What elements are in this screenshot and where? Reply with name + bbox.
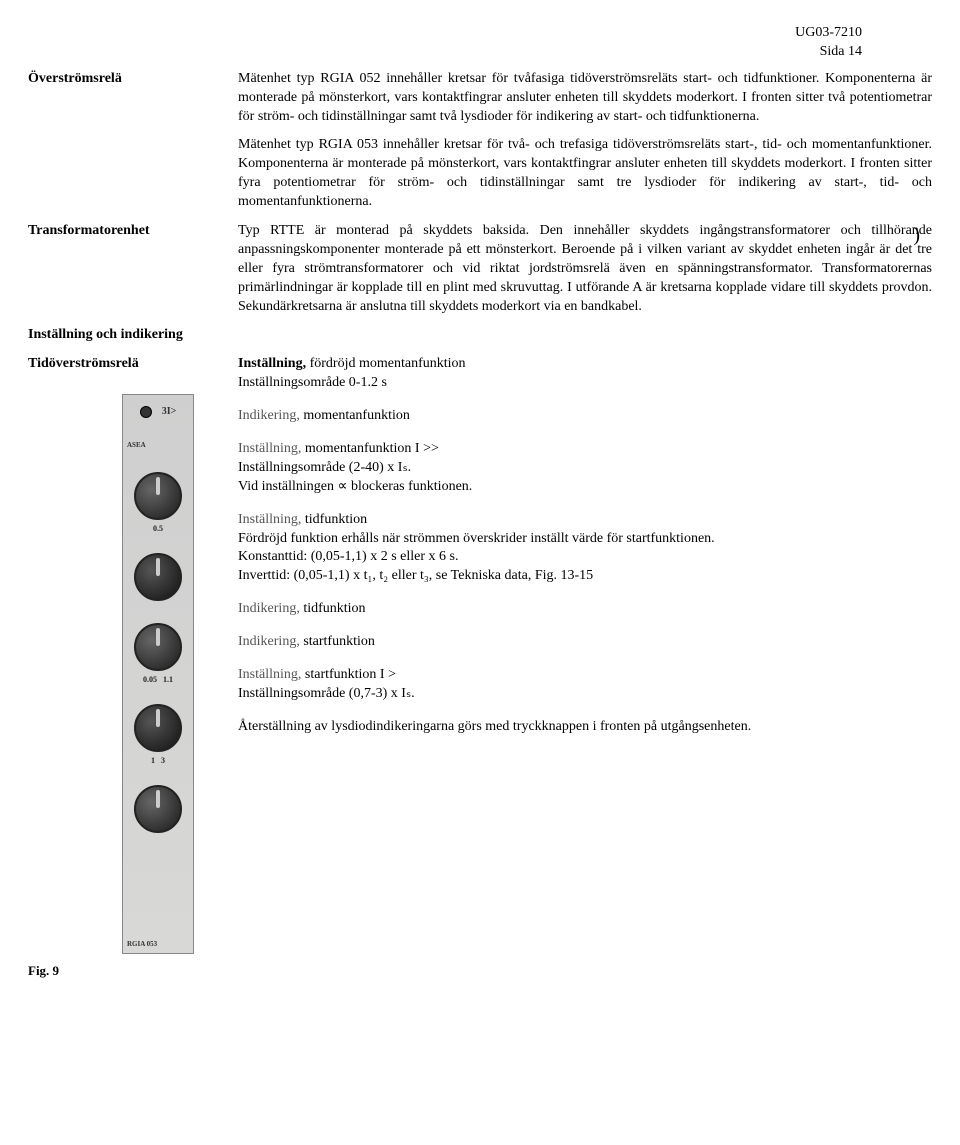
device-panel: 3I> ASEA 0.5 0.05 1.1 1 3 RGIA 053 [122,394,194,954]
item-0-t1: fördröjd momentanfunktion [306,356,465,371]
item-5-t1: startfunktion [300,634,375,649]
para-rgia052: Mätenhet typ RGIA 052 innehåller kretsar… [238,70,932,127]
figure-caption: Fig. 9 [28,962,238,980]
item-0-lead: Inställning, [238,356,306,371]
panel-brand-label: ASEA [127,441,146,450]
item-2-t2: Inställningsområde (2-40) x Iₛ. Vid inst… [238,459,932,497]
item-6-t1: startfunktion I > [301,667,396,682]
item-3-t1: tidfunktion [301,512,367,527]
heading-installning-indikering: Inställning och indikering [28,326,932,345]
item-3-lead: Inställning, [238,512,301,527]
item-0-t2: Inställningsområde 0-1.2 s [238,374,932,393]
panel-model-label: RGIA 053 [127,940,157,949]
item-1-lead: Indikering, [238,408,300,423]
item-1-t1: momentanfunktion [300,408,410,423]
item-4-lead: Indikering, [238,601,300,616]
panel-led-icon [140,406,152,418]
dial-scale-icon: 0.5 [153,524,163,535]
heading-tidoverstromsrela: Tidöverströmsrelä [28,355,238,374]
dial-3[interactable] [134,623,182,671]
footer-note: Återställning av lysdiodindikeringarna g… [238,718,932,737]
para-rtte: Typ RTTE är monterad på skyddets baksida… [238,222,932,316]
item-4-t1: tidfunktion [300,601,366,616]
doc-page: Sida 14 [28,43,862,62]
item-6-t2: Inställningsområde (0,7-3) x Iₛ. [238,685,932,704]
dial-5[interactable] [134,785,182,833]
margin-paren: ) [913,222,920,249]
panel-top-label: 3I> [162,405,177,419]
item-2-lead: Inställning, [238,441,301,456]
item-3-t2: Fördröjd funktion erhålls när strömmen ö… [238,530,932,587]
para-rgia053: Mätenhet typ RGIA 053 innehåller kretsar… [238,136,932,212]
item-5-lead: Indikering, [238,634,300,649]
heading-transformatorenhet: Transformatorenhet [28,222,238,316]
item-2-t1: momentanfunktion I >> [301,441,439,456]
doc-code: UG03-7210 [28,24,862,43]
dial-scale-icon-3: 1 3 [151,756,165,767]
dial-2[interactable] [134,553,182,601]
dial-1[interactable] [134,472,182,520]
dial-scale-icon-2: 0.05 1.1 [143,675,173,686]
dial-4[interactable] [134,704,182,752]
heading-overstromsrela: Överströmsrelä [28,70,238,127]
item-6-lead: Inställning, [238,667,301,682]
